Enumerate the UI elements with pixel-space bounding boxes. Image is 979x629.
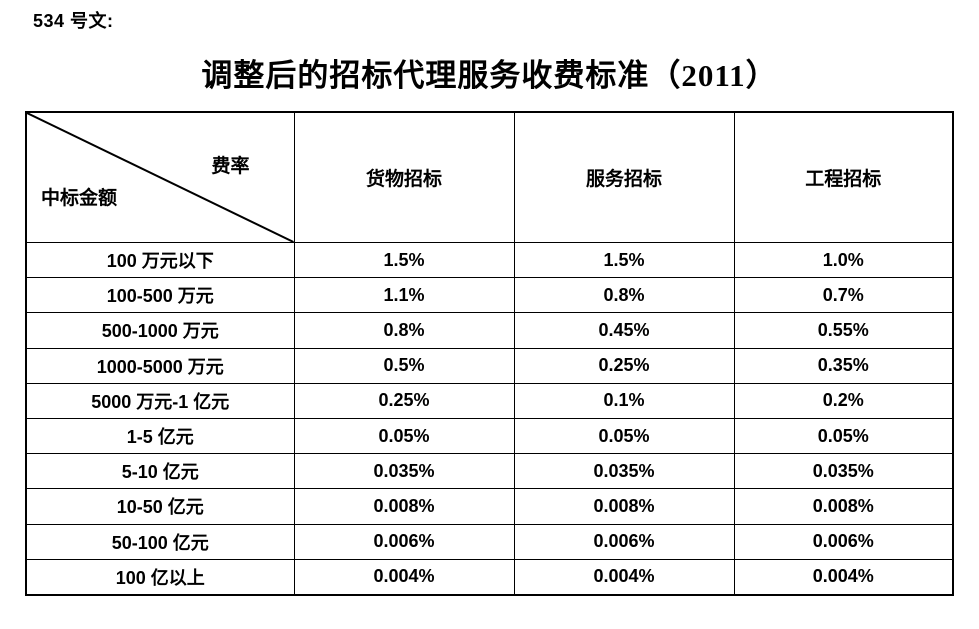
table-row: 5-10 亿元 0.035% 0.035% 0.035% <box>25 453 954 490</box>
fee-rate-value: 0.035% <box>513 453 735 490</box>
fee-rate-value: 1.1% <box>293 277 515 314</box>
table-row: 100-500 万元 1.1% 0.8% 0.7% <box>25 277 954 314</box>
row-label-amount-range: 100 亿以上 <box>25 558 295 596</box>
fee-rate-value: 0.004% <box>733 558 954 596</box>
column-header-service-bidding: 服务招标 <box>513 111 735 243</box>
row-label-amount-range: 10-50 亿元 <box>25 488 295 525</box>
fee-rate-value: 0.035% <box>733 453 954 490</box>
fee-rate-value: 0.1% <box>513 382 735 419</box>
fee-rate-value: 0.006% <box>293 523 515 560</box>
corner-amount-label: 中标金额 <box>41 188 118 209</box>
fee-rate-value: 0.004% <box>293 558 515 596</box>
table-row: 10-50 亿元 0.008% 0.008% 0.008% <box>25 488 954 525</box>
fee-rate-value: 0.7% <box>733 277 954 314</box>
fee-rate-value: 0.035% <box>293 453 515 490</box>
corner-header-cell: 费率 中标金额 <box>25 111 295 243</box>
fee-rate-value: 0.008% <box>513 488 735 525</box>
table-row: 500-1000 万元 0.8% 0.45% 0.55% <box>25 312 954 349</box>
fee-rate-value: 1.5% <box>293 241 515 279</box>
fee-rate-value: 0.8% <box>293 312 515 349</box>
table-row: 5000 万元-1 亿元 0.25% 0.1% 0.2% <box>25 382 954 419</box>
diagonal-divider-line <box>27 113 293 242</box>
row-label-amount-range: 5-10 亿元 <box>25 453 295 490</box>
fee-rate-value: 0.8% <box>513 277 735 314</box>
fee-table: 费率 中标金额 货物招标 服务招标 工程招标 100 万元以下 1.5% 1.5% 1… <box>25 111 954 596</box>
fee-rate-value: 0.45% <box>513 312 735 349</box>
fee-rate-value: 0.004% <box>513 558 735 596</box>
fee-rate-value: 0.05% <box>293 417 515 455</box>
fee-rate-value: 0.5% <box>293 347 515 384</box>
corner-rate-label: 费率 <box>211 156 250 177</box>
page-title: 调整后的招标代理服务收费标准（2011） <box>201 58 778 93</box>
row-label-amount-range: 100-500 万元 <box>25 277 295 314</box>
row-label-amount-range: 50-100 亿元 <box>25 523 295 560</box>
row-label-amount-range: 1-5 亿元 <box>25 417 295 455</box>
fee-rate-value: 0.006% <box>513 523 735 560</box>
fee-rate-value: 0.25% <box>293 382 515 419</box>
fee-rate-value: 0.006% <box>733 523 954 560</box>
row-label-amount-range: 500-1000 万元 <box>25 312 295 349</box>
fee-rate-value: 0.2% <box>733 382 954 419</box>
fee-rate-value: 0.008% <box>733 488 954 525</box>
table-row: 50-100 亿元 0.006% 0.006% 0.006% <box>25 523 954 560</box>
table-row: 1-5 亿元 0.05% 0.05% 0.05% <box>25 417 954 455</box>
fee-rate-value: 0.55% <box>733 312 954 349</box>
column-header-goods-bidding: 货物招标 <box>293 111 515 243</box>
fee-rate-value: 0.05% <box>733 417 954 455</box>
fee-rate-value: 1.0% <box>733 241 954 279</box>
row-label-amount-range: 1000-5000 万元 <box>25 347 295 384</box>
fee-rate-value: 0.05% <box>513 417 735 455</box>
table-row: 100 万元以下 1.5% 1.5% 1.0% <box>25 241 954 279</box>
table-row: 1000-5000 万元 0.5% 0.25% 0.35% <box>25 347 954 384</box>
fee-rate-value: 1.5% <box>513 241 735 279</box>
table-header-row: 费率 中标金额 货物招标 服务招标 工程招标 <box>25 111 954 243</box>
doc-number-label: 534 号文: <box>33 11 114 31</box>
column-header-engineering-bidding: 工程招标 <box>733 111 954 243</box>
row-label-amount-range: 5000 万元-1 亿元 <box>25 382 295 419</box>
fee-rate-value: 0.008% <box>293 488 515 525</box>
fee-rate-value: 0.25% <box>513 347 735 384</box>
row-label-amount-range: 100 万元以下 <box>25 241 295 279</box>
table-row: 100 亿以上 0.004% 0.004% 0.004% <box>25 558 954 596</box>
fee-table-body: 100 万元以下 1.5% 1.5% 1.0% 100-500 万元 1.1% 0.8% 0.… <box>25 241 954 596</box>
fee-rate-value: 0.35% <box>733 347 954 384</box>
